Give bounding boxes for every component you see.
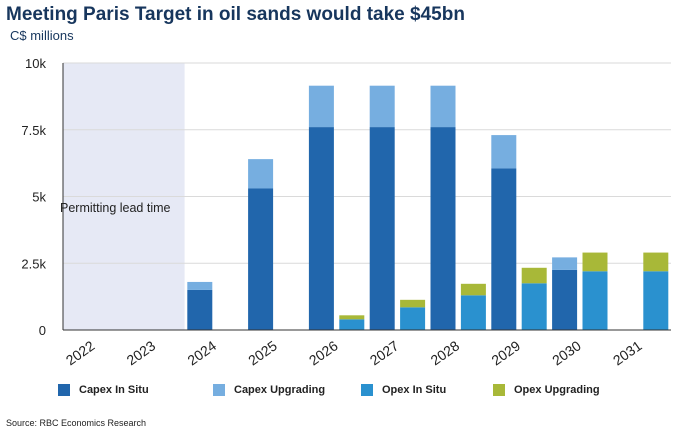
legend: Capex In Situ Capex Upgrading Opex In Si… (58, 384, 678, 402)
legend-label-capex-in-situ: Capex In Situ (79, 384, 149, 396)
bar-opex-upgrading (460, 283, 486, 296)
bar-opex-in-situ (400, 307, 426, 330)
bar-opex-in-situ (460, 295, 486, 330)
x-tick-label: 2023 (124, 337, 159, 368)
legend-label-opex-in-situ: Opex In Situ (382, 384, 447, 396)
bar-opex-in-situ (521, 283, 547, 330)
bar-opex-upgrading (521, 267, 547, 284)
x-tick-label: 2024 (184, 337, 219, 368)
legend-item-opex-in-situ: Opex In Situ (361, 384, 446, 396)
legend-item-capex-in-situ: Capex In Situ (58, 384, 149, 396)
bar-capex-in-situ (248, 188, 274, 330)
bar-opex-in-situ (339, 319, 365, 330)
x-tick-label: 2030 (549, 337, 584, 368)
chart-subtitle: C$ millions (10, 28, 74, 43)
bar-capex-upgrading (552, 257, 578, 270)
chart-title: Meeting Paris Target in oil sands would … (6, 4, 465, 25)
x-tick-label: 2025 (245, 337, 280, 368)
y-tick-label: 2.5k (21, 256, 46, 271)
bar-opex-in-situ (643, 271, 669, 330)
x-tick-label: 2029 (488, 337, 523, 368)
bar-capex-upgrading (369, 85, 395, 128)
legend-swatch-opex-upgrading (493, 384, 505, 396)
bar-opex-in-situ (582, 271, 608, 330)
x-tick-label: 2031 (610, 337, 645, 368)
legend-swatch-opex-in-situ (361, 384, 373, 396)
x-tick-label: 2026 (306, 337, 341, 368)
bar-capex-in-situ (187, 289, 213, 330)
y-tick-label: 5k (32, 190, 46, 205)
stacked-bar-chart: 0 2.5k 5k 7.5k 10k 2022 2023 2024 2025 2026 2027 20… (21, 56, 671, 368)
bar-opex-upgrading (582, 252, 608, 272)
x-tick-label: 2028 (428, 337, 463, 368)
y-tick-label: 10k (25, 56, 46, 71)
bar-opex-upgrading (643, 252, 669, 272)
legend-item-opex-upgrading: Opex Upgrading (493, 384, 600, 396)
y-tick-label: 0 (39, 323, 46, 338)
bar-capex-in-situ (552, 269, 578, 330)
legend-label-capex-upgrading: Capex Upgrading (234, 384, 326, 396)
y-tick-label: 7.5k (21, 123, 46, 138)
bar-capex-in-situ (491, 168, 517, 330)
legend-swatch-capex-upgrading (213, 384, 225, 396)
bar-capex-in-situ (369, 127, 395, 330)
legend-label-opex-upgrading: Opex Upgrading (514, 384, 600, 396)
bar-capex-in-situ (308, 127, 334, 330)
bar-capex-upgrading (187, 281, 213, 290)
bar-capex-upgrading (248, 159, 274, 189)
source-note: Source: RBC Economics Research (6, 418, 147, 428)
permitting-annotation: Permitting lead time (60, 201, 171, 215)
bar-opex-upgrading (400, 299, 426, 308)
bar-opex-upgrading (339, 315, 365, 320)
bar-capex-upgrading (491, 135, 517, 169)
bar-capex-upgrading (430, 85, 456, 128)
x-tick-label: 2027 (367, 337, 402, 368)
bar-capex-in-situ (430, 127, 456, 330)
bar-capex-upgrading (308, 85, 334, 128)
legend-item-capex-upgrading: Capex Upgrading (213, 384, 325, 396)
legend-swatch-capex-in-situ (58, 384, 70, 396)
x-tick-label: 2022 (63, 337, 98, 368)
